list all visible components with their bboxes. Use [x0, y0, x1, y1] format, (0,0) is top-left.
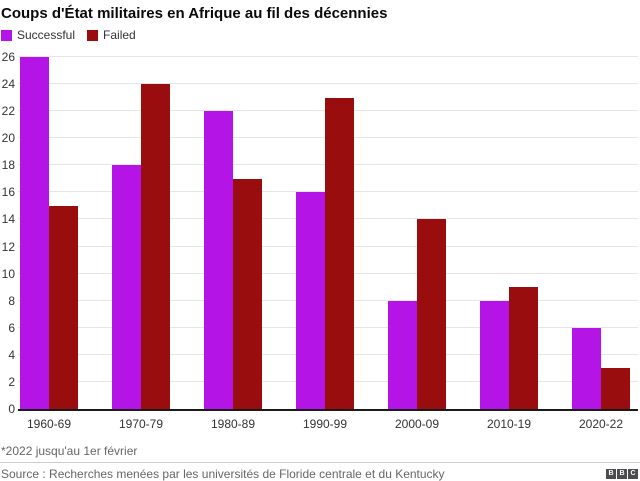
bar-successful-2020-22	[572, 327, 601, 409]
bar-successful-1980-89	[204, 111, 233, 409]
bbc-logo-block: B	[617, 469, 627, 479]
legend-item-failed: Failed	[87, 28, 136, 42]
bar-successful-1970-79	[112, 165, 141, 409]
bar-successful-1960-69	[20, 57, 49, 409]
y-axis-tick-label: 18	[1, 158, 15, 173]
y-axis-tick-label: 10	[1, 266, 15, 281]
bar-successful-1990-99	[296, 192, 325, 409]
gridline-26	[18, 56, 638, 57]
bar-failed-2020-22	[601, 368, 630, 409]
footer: Source : Recherches menées par les unive…	[0, 463, 640, 481]
x-axis-label: 1990-99	[302, 417, 348, 431]
plot-area: 0 2 4 6 8 10 12 14 16 18 20 22 24 26	[2, 50, 638, 416]
y-axis-tick-label: 6	[8, 320, 15, 335]
footnote: *2022 jusqu'au 1er février	[1, 444, 138, 458]
bbc-logo-block: B	[606, 469, 616, 479]
bar-group-1990-99	[296, 57, 354, 409]
y-axis-tick-label: 8	[8, 293, 15, 308]
bar-group-2020-22	[572, 57, 630, 409]
legend-item-successful: Successful	[1, 28, 75, 42]
y-axis-tick-label: 2	[8, 374, 15, 389]
x-axis-labels: 1960-69 1970-79 1980-89 1990-99 2000-09 2010-…	[18, 417, 638, 431]
bar-group-2000-09	[388, 57, 446, 409]
bar-group-1970-79	[112, 57, 170, 409]
bar-failed-2000-09	[417, 219, 446, 409]
y-axis-tick-label: 16	[1, 185, 15, 200]
y-axis-tick-label: 12	[1, 239, 15, 254]
x-axis-label: 2000-09	[394, 417, 440, 431]
source-text: Source : Recherches menées par les unive…	[1, 467, 445, 481]
x-axis-label: 1960-69	[26, 417, 72, 431]
legend-label: Successful	[17, 28, 76, 42]
bars-row	[18, 57, 638, 409]
bar-failed-1960-69	[49, 205, 78, 409]
x-axis-label: 2010-19	[486, 417, 532, 431]
bar-failed-2010-19	[509, 287, 538, 409]
footer-divider	[0, 462, 640, 463]
legend-swatch-successful	[1, 29, 12, 41]
bar-group-2010-19	[480, 57, 538, 409]
bar-failed-1970-79	[141, 84, 170, 409]
y-axis-tick-label: 22	[1, 104, 15, 119]
y-axis-tick-label: 14	[1, 212, 15, 227]
bar-failed-1990-99	[325, 97, 354, 409]
x-axis-label: 1980-89	[210, 417, 256, 431]
gridline-24	[18, 83, 638, 85]
y-axis-tick-label: 4	[8, 347, 15, 362]
bar-successful-2000-09	[388, 300, 417, 409]
y-axis-tick-label: 0	[8, 402, 15, 416]
legend: Successful Failed	[1, 28, 640, 42]
bar-successful-2010-19	[480, 300, 509, 409]
y-axis-tick-label: 26	[1, 50, 15, 64]
x-axis-label: 1970-79	[118, 417, 164, 431]
legend-label: Failed	[103, 28, 136, 42]
y-axis-tick-label: 24	[1, 77, 15, 92]
legend-swatch-failed	[87, 29, 99, 41]
chart-title: Coups d'État militaires en Afrique au fi…	[1, 5, 388, 22]
bbc-logo-block: C	[628, 469, 638, 479]
bar-group-1960-69	[20, 57, 78, 409]
bar-failed-1980-89	[233, 178, 262, 409]
y-axis-tick-label: 20	[1, 131, 15, 146]
bar-group-1980-89	[204, 57, 262, 409]
x-axis-label: 2020-22	[578, 417, 624, 431]
